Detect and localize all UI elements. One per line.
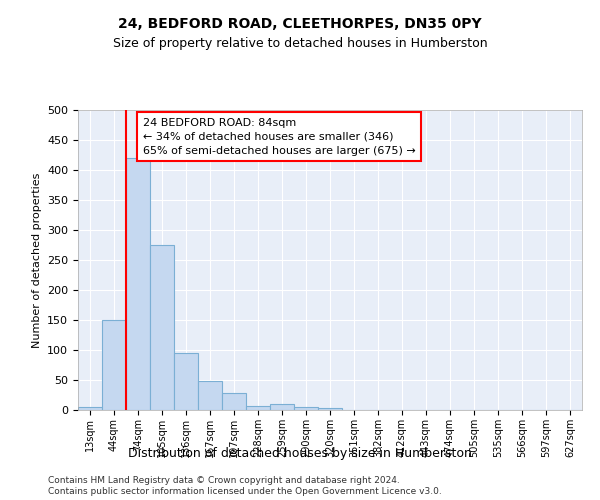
Bar [270, 404, 294, 410]
Text: Size of property relative to detached houses in Humberston: Size of property relative to detached ho… [113, 38, 487, 51]
Bar [102, 320, 126, 410]
Text: 24 BEDFORD ROAD: 84sqm
← 34% of detached houses are smaller (346)
65% of semi-de: 24 BEDFORD ROAD: 84sqm ← 34% of detached… [143, 118, 416, 156]
Y-axis label: Number of detached properties: Number of detached properties [32, 172, 41, 348]
Text: 24, BEDFORD ROAD, CLEETHORPES, DN35 0PY: 24, BEDFORD ROAD, CLEETHORPES, DN35 0PY [118, 18, 482, 32]
Bar [318, 408, 342, 410]
Bar [246, 406, 270, 410]
Bar [198, 381, 222, 410]
Bar [126, 158, 150, 410]
Text: Contains public sector information licensed under the Open Government Licence v3: Contains public sector information licen… [48, 488, 442, 496]
Bar [78, 407, 102, 410]
Text: Distribution of detached houses by size in Humberston: Distribution of detached houses by size … [128, 448, 472, 460]
Bar [294, 407, 318, 410]
Bar [150, 245, 174, 410]
Bar [174, 353, 198, 410]
Bar [222, 393, 246, 410]
Text: Contains HM Land Registry data © Crown copyright and database right 2024.: Contains HM Land Registry data © Crown c… [48, 476, 400, 485]
